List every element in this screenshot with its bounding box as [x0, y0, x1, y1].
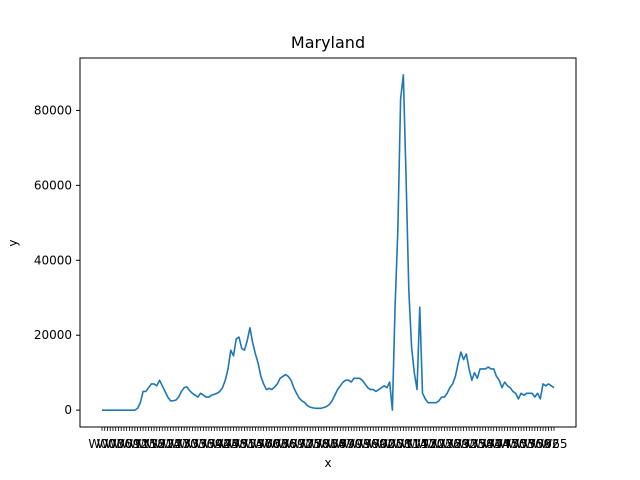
y-tick-label: 60000: [34, 178, 72, 192]
x-tick-label: W93: [343, 437, 370, 451]
x-tick-label: W60: [253, 437, 280, 451]
x-tick-label: W03: [97, 437, 124, 451]
x-tick-label: W02: [368, 437, 395, 451]
x-tick-label: W41: [475, 437, 502, 451]
x-tick-label: W39: [195, 437, 222, 451]
x-tick-label: W18: [138, 437, 165, 451]
x-tick-label: W32: [450, 437, 477, 451]
x-tick-label: W42: [203, 437, 230, 451]
x-tick-label: W72: [286, 437, 313, 451]
x-tick-label: W75: [294, 437, 321, 451]
x-tick-label: W12: [121, 437, 148, 451]
x-tick-label: W21: [146, 437, 173, 451]
y-tick-label: 40000: [34, 253, 72, 267]
x-tick-label: W45: [212, 437, 239, 451]
x-tick-label: W15: [130, 437, 157, 451]
y-tick-label: 20000: [34, 328, 72, 342]
x-tick-label: W17: [409, 437, 436, 451]
x-tick-label: W14: [401, 437, 428, 451]
x-tick-label: W24: [154, 437, 181, 451]
x-tick-label: W51: [228, 437, 255, 451]
x-tick-label: W33: [179, 437, 206, 451]
x-tick-label: W08: [384, 437, 411, 451]
x-tick-label: W00: [88, 437, 115, 451]
x-tick-label: W78: [302, 437, 329, 451]
x-tick-label: W36: [187, 437, 214, 451]
x-tick-label: W66: [269, 437, 296, 451]
x-tick-label: W35: [458, 437, 485, 451]
x-tick-label: W26: [434, 437, 461, 451]
x-tick-label: W62: [532, 437, 559, 451]
y-tick-label: 0: [64, 403, 72, 417]
x-tick-label: W06: [105, 437, 132, 451]
x-tick-label: W65: [540, 437, 567, 451]
plot-area: [102, 74, 555, 411]
x-tick-label: W63: [261, 437, 288, 451]
x-tick-label: W20: [417, 437, 444, 451]
x-tick-label: W50: [499, 437, 526, 451]
x-tick-label: W47: [491, 437, 518, 451]
x-tick-label: W96: [351, 437, 378, 451]
x-tick-label: W59: [524, 437, 551, 451]
series-line-maryland: [102, 74, 555, 411]
x-tick-label: W48: [220, 437, 247, 451]
x-tick-label: W56: [516, 437, 543, 451]
chart-title: Maryland: [291, 33, 365, 52]
y-axis-label: y: [6, 239, 20, 246]
x-tick-label: W84: [319, 437, 346, 451]
x-tick-label: W57: [245, 437, 272, 451]
x-tick-label: W54: [236, 437, 263, 451]
x-tick-label: W09: [113, 437, 140, 451]
y-axis: 0 20000 40000 60000 80000: [34, 103, 80, 417]
x-tick-label: W29: [442, 437, 469, 451]
x-tick-label: W99: [360, 437, 387, 451]
x-tick-label: W38: [466, 437, 493, 451]
x-tick-label: W81: [310, 437, 337, 451]
x-tick-label: W53: [508, 437, 535, 451]
x-tick-label: W87: [327, 437, 354, 451]
x-tick-label: W30: [171, 437, 198, 451]
x-tick-label: W90: [335, 437, 362, 451]
x-tick-label: W44: [483, 437, 510, 451]
y-tick-label: 80000: [34, 103, 72, 117]
x-tick-label: W23: [425, 437, 452, 451]
x-tick-label: W05: [376, 437, 403, 451]
x-axis: W00W03W06W09W12W15W18W21W24W27W30W33W36W…: [88, 427, 568, 451]
x-axis-label: x: [324, 456, 331, 470]
x-tick-label: W69: [277, 437, 304, 451]
x-tick-label: W27: [162, 437, 189, 451]
plot-frame: [79, 57, 577, 428]
x-tick-label: W11: [393, 437, 420, 451]
